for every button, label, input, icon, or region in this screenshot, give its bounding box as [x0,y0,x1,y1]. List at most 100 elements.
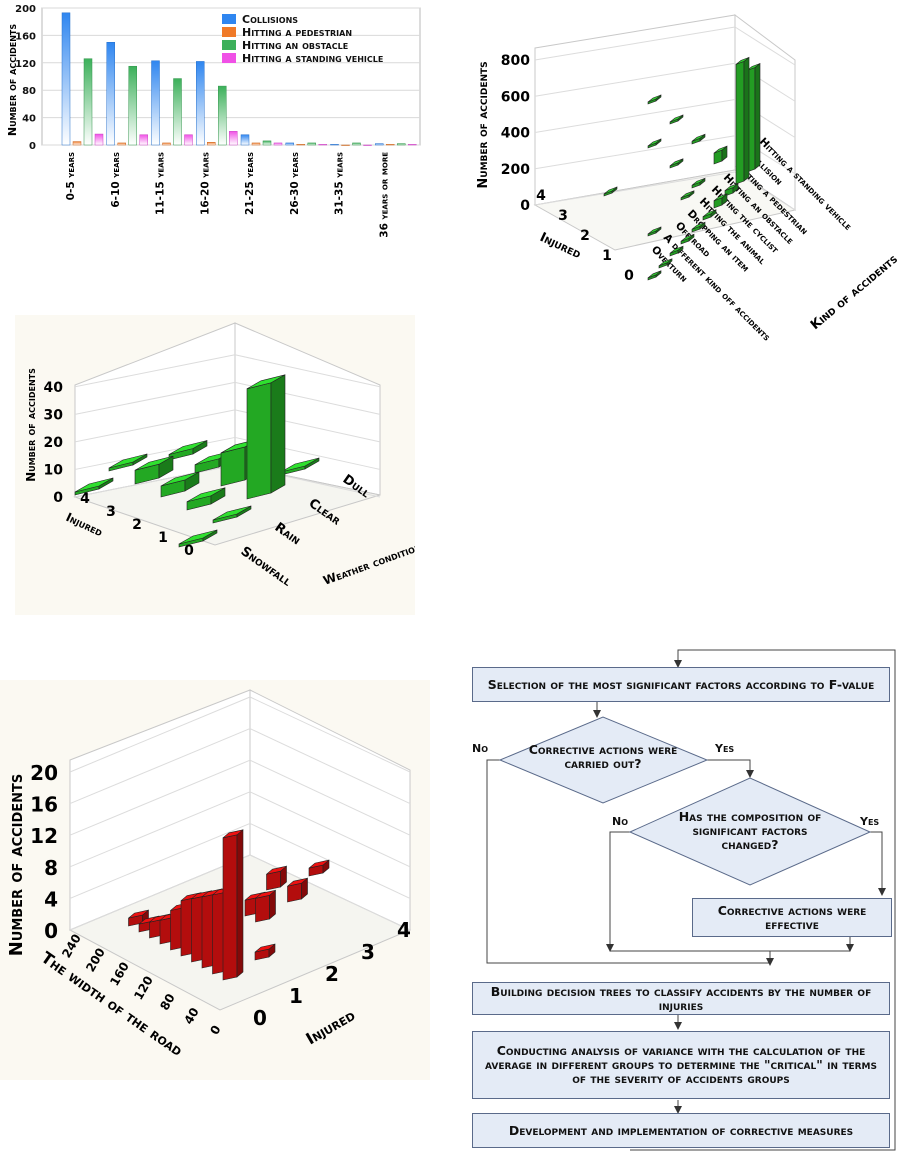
bar [330,144,339,146]
gridline [69,854,251,931]
bar-3d [308,859,330,877]
gridline [534,26,736,61]
y-axis-label: Kind of accidents [808,252,897,333]
gridline [69,759,251,836]
z-tick-label: 20 [30,761,58,785]
gridline [74,436,236,470]
x-tick-label: 0 [624,268,634,284]
legend-swatch [222,40,236,50]
z-tick-label: 800 [501,53,530,69]
bar-3d [691,221,706,233]
bar-chart-age-svg: 0 40 80 120 160 200 Number of accidents 0-5 yea… [6,4,421,238]
bar [273,142,283,146]
x-tick-label: 2 [132,517,142,533]
y-tick-label: 4 [397,918,411,942]
bar-3d [680,233,695,245]
gridline [249,822,411,899]
legend-swatch [222,14,236,24]
bar [363,144,372,146]
x-tick-label: 3 [558,208,568,224]
z-tick-label: 200 [501,162,530,178]
z-tick-label: 20 [44,435,64,451]
legend-label: Hitting a pedestrian [242,26,352,39]
flow-box-decision-trees: Building decision trees to classify acci… [472,982,890,1015]
bar-3d [647,226,662,237]
z-tick-label: 12 [30,824,58,848]
bar-3d [680,190,695,201]
bar-3d [287,877,308,903]
legend-label: Collisions [242,13,298,26]
bar-3d [603,186,618,197]
flow-box-development: Development and implementation of correc… [472,1113,890,1148]
x-tick-label: 4 [536,188,546,204]
bar-3d [691,133,706,145]
bar-3d [713,193,728,209]
bar-3d [669,114,684,125]
flow-diamond-corrective: Corrective actions were carried out? [528,742,678,771]
x-tick-label: 26-30 years [289,152,301,215]
bar [352,142,361,146]
y-tick-label: 0 [253,1006,267,1030]
flow-box-anova: Conducting analysis of variance with the… [472,1031,890,1099]
bar [173,78,182,146]
bar-3d [647,94,662,105]
bar-3d [108,453,148,472]
bar [94,133,104,146]
y-tick-label: 2 [325,962,339,986]
bar-3d [246,374,286,500]
legend-label: Hitting an obstacle [242,39,348,52]
bar [83,58,93,146]
bar-3d [735,56,750,185]
x-tick-label: 4 [80,491,90,507]
bar-3d [280,457,320,476]
bar [196,61,205,146]
bar-3d [669,158,684,169]
flow-box-selection: Selection of the most significant factor… [472,667,890,702]
bar-3d [669,245,684,257]
z-tick-label: 0 [53,490,63,506]
y-tick-label: 160 [15,31,36,42]
bar-3d [702,209,717,221]
bar [408,144,417,146]
bar [386,144,395,146]
gridline [734,26,796,66]
y-tick-label: 120 [15,59,36,70]
z-tick-label: 600 [501,89,530,105]
gridline [74,464,236,498]
x-tick-label: 1 [602,248,612,264]
bar [162,142,171,146]
gridline [249,759,411,836]
bar [296,144,305,146]
y-axis-label: Number of accidents [6,24,19,136]
flow-label-no-1: No [472,742,489,755]
y-tick-label: 40 [22,114,36,125]
z-tick-label: 30 [44,407,64,423]
bar [397,143,406,146]
legend-swatch [222,53,236,63]
x-tick-label: 16-20 years [199,152,211,215]
bar [72,141,82,146]
gridline [74,354,236,388]
bar [184,134,193,146]
legend-label: Hitting a standing vehicle [242,52,383,65]
gridline [249,854,411,931]
z-tick-label: 0 [520,198,530,214]
diamond-shape-1 [498,716,709,804]
z-tick-label: 8 [44,856,58,880]
x-tick-label: 3 [106,504,116,520]
bar-3d [647,270,662,281]
y-tick-label: 80 [22,86,36,97]
legend-swatch [222,27,236,37]
bar [117,142,126,146]
z-axis-label: Number of accidents [6,774,27,957]
z-tick-label: 40 [44,380,64,396]
x-tick-label: 36 years or more [378,152,390,238]
bar3d-kind-of-accidents: 0 200 400 600 800 Number of accidents 4 3 2 1 0 Inj… [455,0,897,380]
flow-diamond-composition: Has the composition of significant facto… [678,809,822,852]
bar [307,142,316,146]
y-tick-label: 200 [15,4,36,15]
bar [61,12,71,146]
bar [218,85,227,146]
y-tick-label: 1 [289,984,303,1008]
